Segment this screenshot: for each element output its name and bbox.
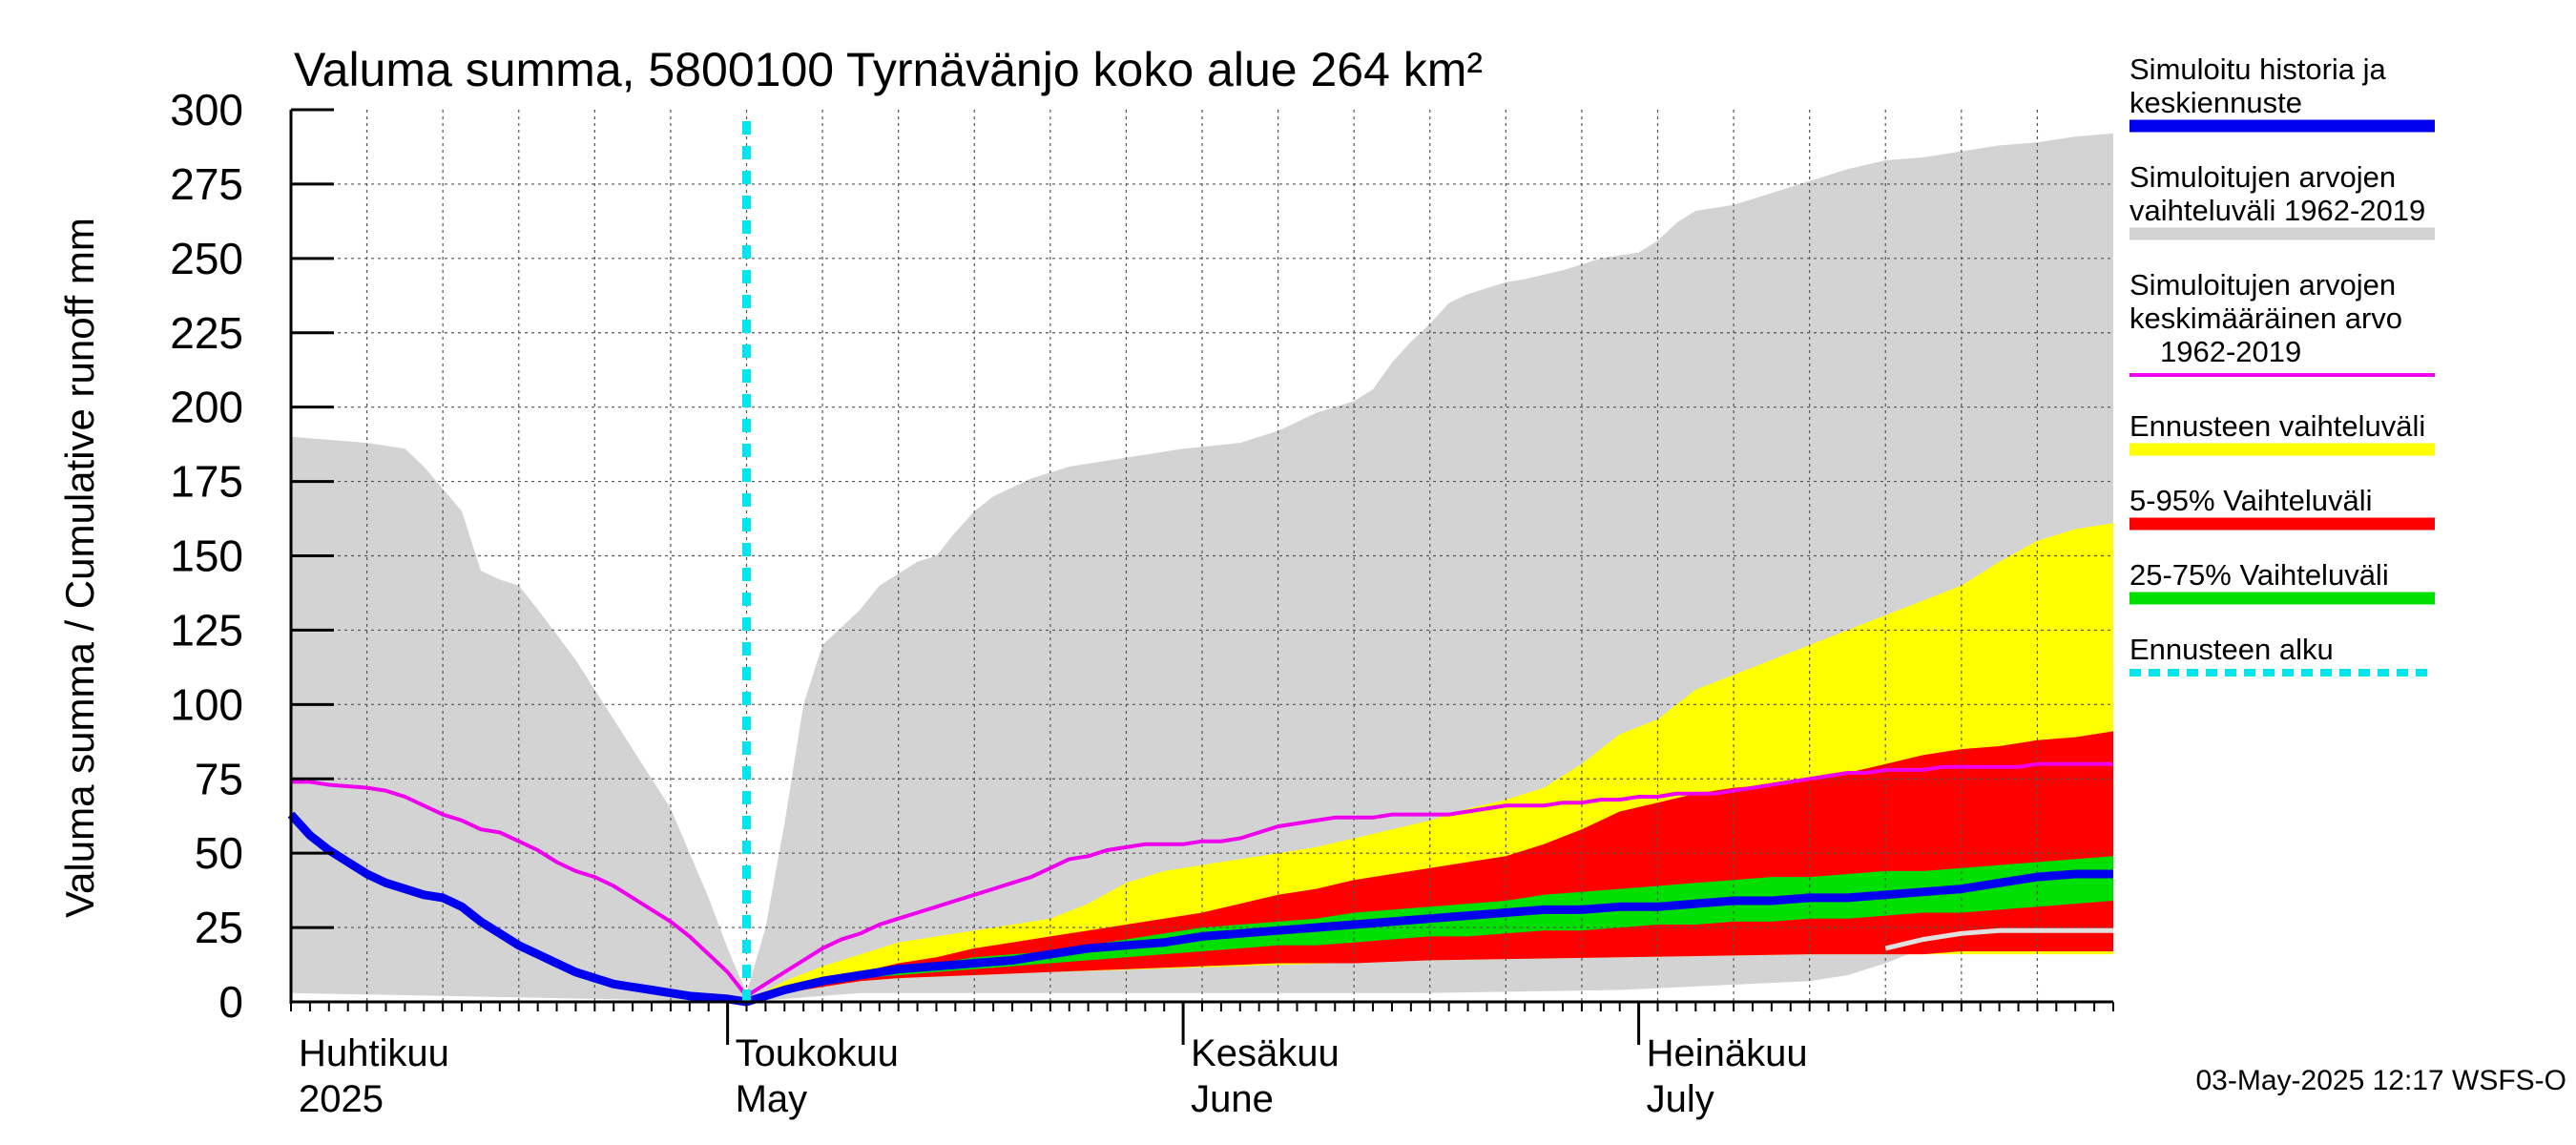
chart-title: Valuma summa, 5800100 Tyrnävänjo koko al… [294,43,1483,96]
plot-area: 0 25 50 75 100 125 150 175 200 225 250 275 300 Huhtik… [170,85,2114,1120]
simulated-line [287,811,2113,1007]
y-tick-label: 0 [218,977,243,1027]
y-tick-label: 50 [195,828,243,878]
legend-label: Simuloitujen arvojen [2129,268,2396,302]
legend-label: vaihteluväli 1962-2019 [2129,194,2425,227]
y-tick-label: 150 [170,531,243,581]
y-tick-label: 300 [170,85,243,135]
y-tick-label: 175 [170,457,243,507]
light-forecast-line [1884,927,2113,951]
y-axis-label: Valuma summa / Cumulative runoff mm [57,218,102,918]
band-5-95-area [746,731,2113,1002]
x-month-label: Kesäkuu [1191,1032,1340,1074]
x-month-label: Heinäkuu [1647,1032,1808,1074]
mean-line [291,761,2113,999]
legend-label: Simuloitujen arvojen [2129,160,2396,194]
x-month-label-sub: June [1191,1078,1274,1120]
x-month-label-sub: July [1647,1078,1714,1120]
legend-label: Ennusteen vaihteluväli [2129,409,2425,443]
y-tick-label: 275 [170,159,243,209]
legend-label: keskiennuste [2129,86,2302,119]
y-tick-label: 25 [195,903,243,952]
x-month-label-sub: 2025 [299,1078,384,1120]
legend-label: 5-95% Vaihteluväli [2129,484,2372,517]
x-month-label: Toukokuu [736,1032,899,1074]
x-month-label: Huhtikuu [299,1032,449,1074]
legend-label: 1962-2019 [2160,335,2301,368]
y-tick-label: 225 [170,308,243,358]
legend-label: Simuloitu historia ja [2129,52,2387,86]
band-25-75-area [746,856,2113,1002]
legend-label: 25-75% Vaihteluväli [2129,558,2389,592]
timestamp-label: 03-May-2025 12:17 WSFS-O [2196,1065,2567,1096]
y-tick-label: 100 [170,679,243,729]
y-tick-label: 250 [170,234,243,283]
legend-label: keskimääräinen arvo [2129,302,2402,335]
x-month-label-sub: May [736,1078,808,1120]
y-tick-label: 200 [170,383,243,432]
y-tick-label: 125 [170,605,243,655]
legend-label: Ennusteen alku [2129,633,2334,666]
y-tick-label: 75 [195,754,243,803]
